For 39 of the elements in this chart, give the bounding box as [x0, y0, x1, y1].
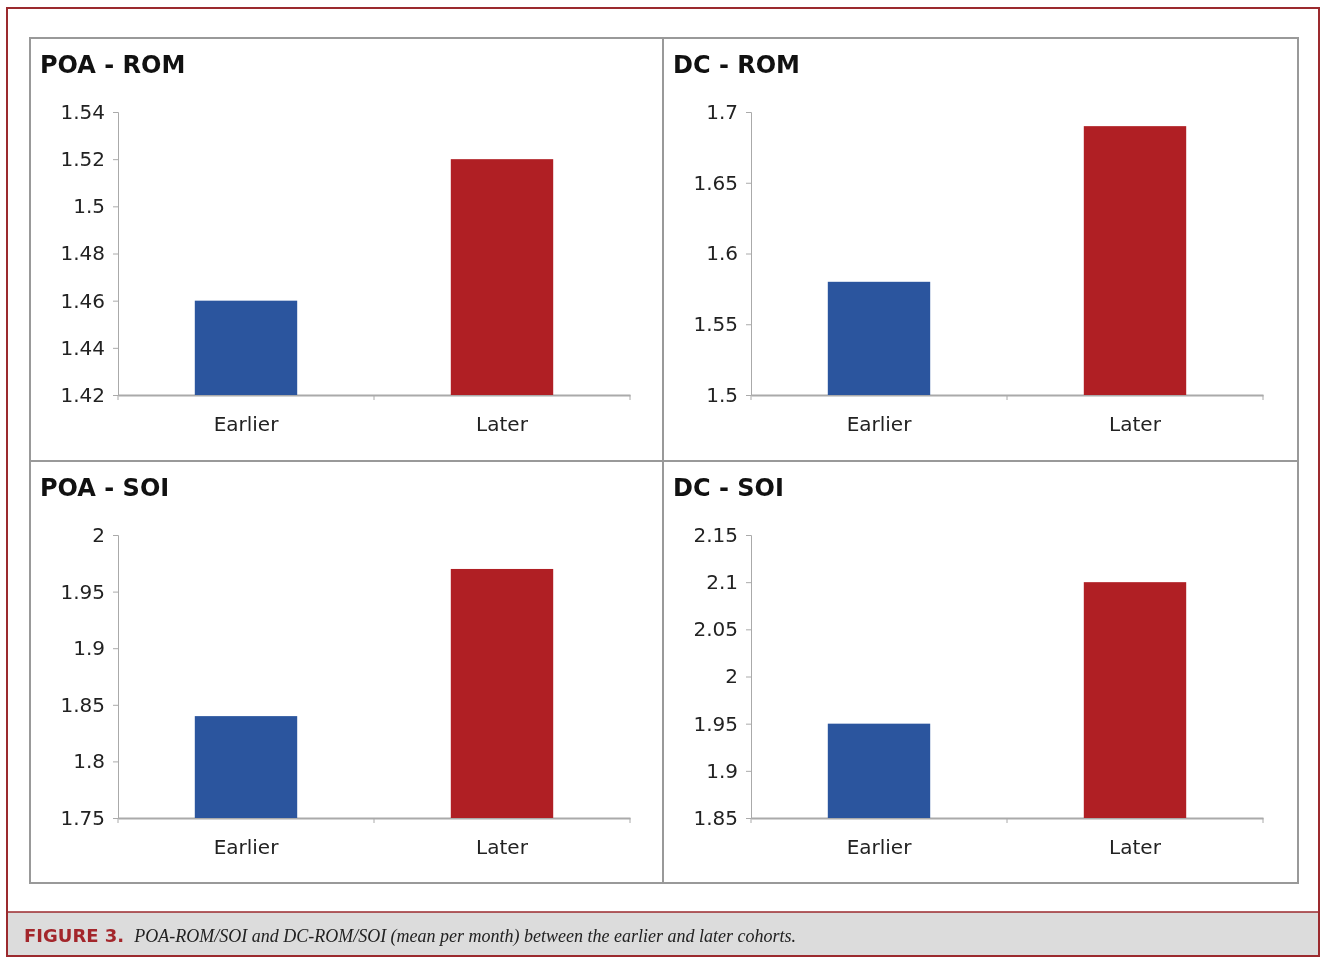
- y-tick-label: 1.8: [73, 749, 105, 774]
- y-tick-label: 1.6: [706, 241, 738, 266]
- caption: FIGURE 3.: [24, 925, 125, 946]
- chart-title: POA - ROM: [40, 51, 186, 79]
- y-tick-label: 2.1: [706, 570, 738, 595]
- chart-title: POA - SOI: [40, 474, 170, 502]
- x-tick-label: Earlier: [846, 412, 913, 437]
- chart-title: DC - ROM: [673, 51, 800, 79]
- y-tick-label: 1.46: [60, 288, 105, 313]
- y-tick-label: 2: [92, 522, 105, 547]
- y-tick-label: 2.15: [693, 522, 738, 547]
- x-tick-label: Later: [1109, 835, 1162, 860]
- y-tick-label: 2.05: [693, 617, 738, 642]
- x-tick-label: Earlier: [213, 412, 280, 437]
- y-tick-label: 1.95: [693, 711, 738, 736]
- y-tick-label: 1.65: [693, 170, 738, 195]
- y-tick-label: 1.54: [60, 99, 105, 124]
- y-tick-label: 2: [725, 664, 738, 689]
- chart-title: DC - SOI: [673, 474, 784, 502]
- y-tick-label: 1.52: [60, 147, 105, 172]
- y-tick-label: 1.48: [60, 241, 105, 266]
- y-tick-label: 1.5: [73, 194, 105, 219]
- x-tick-label: Later: [1109, 412, 1162, 437]
- y-tick-label: 1.9: [73, 636, 105, 661]
- y-tick-label: 1.44: [60, 335, 105, 360]
- y-tick-label: 1.85: [60, 692, 105, 717]
- x-tick-label: Earlier: [213, 835, 280, 860]
- x-tick-label: Later: [476, 835, 529, 860]
- y-tick-label: 1.9: [706, 758, 738, 783]
- y-tick-label: 1.55: [693, 312, 738, 337]
- y-tick-label: 1.7: [706, 99, 738, 124]
- y-tick-label: 1.75: [60, 805, 105, 830]
- y-tick-label: 1.5: [706, 382, 738, 407]
- x-tick-label: Later: [476, 412, 529, 437]
- x-tick-label: Earlier: [846, 835, 913, 860]
- y-tick-label: 1.85: [693, 805, 738, 830]
- y-tick-label: 1.95: [60, 579, 105, 604]
- y-tick-label: 1.42: [60, 382, 105, 407]
- text: POA-ROM/SOI and DC-ROM/SOI (mean per month) between the earlier and later cohorts.: [133, 926, 797, 947]
